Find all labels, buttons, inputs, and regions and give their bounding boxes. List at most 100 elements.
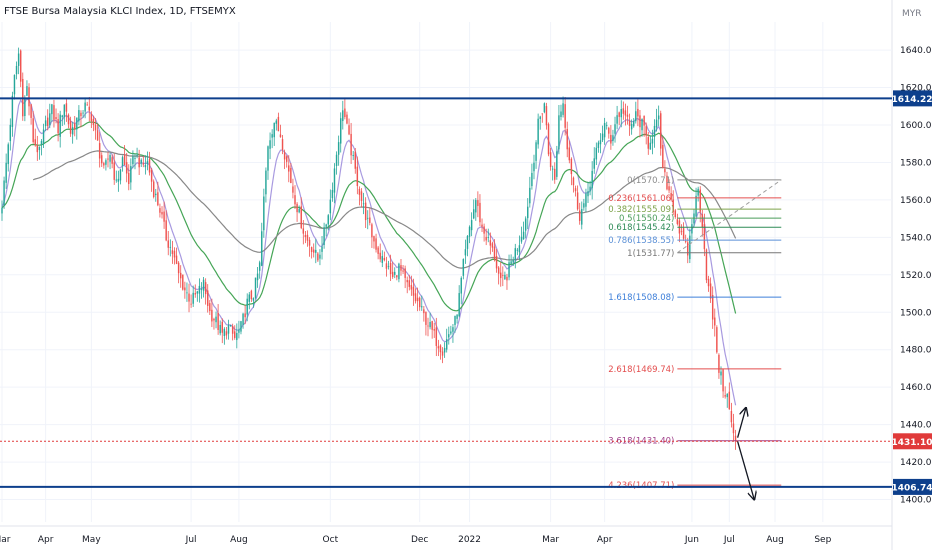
candle-body <box>265 171 266 195</box>
candle-body <box>529 188 530 203</box>
candle-body <box>461 278 462 294</box>
candle-body <box>161 212 162 214</box>
candle-body <box>76 118 77 130</box>
x-tick-label: Sep <box>814 535 831 545</box>
candle-body <box>629 121 630 126</box>
candle-body <box>24 98 25 116</box>
candle-body <box>558 115 559 149</box>
candle-body <box>490 240 491 245</box>
candle-body <box>128 173 129 184</box>
y-tick-label: 1580.00 <box>900 158 932 168</box>
candle-body <box>431 321 432 330</box>
candle-body <box>126 162 127 173</box>
candle-body <box>147 161 148 164</box>
candle-body <box>168 240 169 247</box>
chart-title: FTSE Bursa Malaysia KLCI Index, 1D, FTSE… <box>4 6 236 17</box>
candle-body <box>473 209 474 218</box>
candle-body <box>722 369 723 391</box>
candle-body <box>28 87 29 106</box>
candle-body <box>255 278 256 298</box>
candle-body <box>627 115 628 117</box>
x-tick-label: Jun <box>684 535 699 545</box>
y-tick-label: 1560.00 <box>900 196 932 206</box>
y-tick-label: 1640.00 <box>900 46 932 56</box>
candle-body <box>689 236 690 259</box>
candle-body <box>390 263 391 274</box>
candle-body <box>483 226 484 233</box>
candle-body <box>319 255 320 259</box>
candle-body <box>120 170 121 181</box>
candle-body <box>305 235 306 237</box>
candle-body <box>571 159 572 174</box>
candle-body <box>18 54 19 66</box>
candle-body <box>290 168 291 183</box>
candle-body <box>710 283 711 298</box>
candle-body <box>111 157 112 164</box>
candle-body <box>230 325 231 326</box>
candle-body <box>546 106 547 125</box>
candle-body <box>80 113 81 116</box>
candle-body <box>124 155 125 165</box>
candle-body <box>288 165 289 171</box>
candle-body <box>315 250 316 253</box>
candle-body <box>298 209 299 212</box>
candle-body <box>195 293 196 294</box>
candle-body <box>512 260 513 262</box>
y-tick-label: 1460.00 <box>900 383 932 393</box>
candle-body <box>731 411 732 422</box>
candle-body <box>589 187 590 192</box>
candle-body <box>392 272 393 277</box>
candle-body <box>95 125 96 131</box>
candle-body <box>425 312 426 325</box>
candle-body <box>467 236 468 249</box>
candle-body <box>197 291 198 293</box>
candle-body <box>257 274 258 281</box>
candle-body <box>190 304 191 305</box>
candle-body <box>14 75 15 94</box>
candle-body <box>232 326 233 334</box>
x-tick-label: Oct <box>323 535 339 545</box>
candle-body <box>8 144 9 164</box>
candle-body <box>66 103 67 111</box>
candle-body <box>708 279 709 286</box>
candle-body <box>209 303 210 311</box>
candle-body <box>683 228 684 239</box>
candle-body <box>321 247 322 252</box>
candle-body <box>251 291 252 299</box>
candle-body <box>317 253 318 260</box>
candle-body <box>400 265 401 271</box>
candle-body <box>151 170 152 182</box>
candle-body <box>502 275 503 276</box>
candle-body <box>182 275 183 290</box>
candle-body <box>616 115 617 123</box>
candle-body <box>465 249 466 255</box>
candle-body <box>344 109 345 117</box>
candle-body <box>527 207 528 218</box>
candle-body <box>240 321 241 331</box>
candle-body <box>32 118 33 142</box>
candle-body <box>567 129 568 149</box>
candle-body <box>273 123 274 137</box>
y-tick-label: 1520.00 <box>900 271 932 281</box>
candle-body <box>359 189 360 195</box>
candle-body <box>203 280 204 291</box>
candle-body <box>727 394 728 397</box>
candle-body <box>610 135 611 144</box>
candle-body <box>180 273 181 278</box>
candle-body <box>427 326 428 327</box>
candle-body <box>159 208 160 213</box>
fib-level-label: 2.618(1469.74) <box>608 365 674 375</box>
candle-body <box>224 329 225 336</box>
candle-body <box>654 126 655 137</box>
candle-body <box>37 146 38 153</box>
candle-body <box>633 121 634 126</box>
candle-body <box>664 169 665 173</box>
candle-body <box>429 322 430 327</box>
candle-body <box>178 263 179 273</box>
candle-body <box>660 113 661 148</box>
candle-body <box>246 299 247 315</box>
candle-body <box>89 107 90 111</box>
candle-body <box>72 127 73 134</box>
